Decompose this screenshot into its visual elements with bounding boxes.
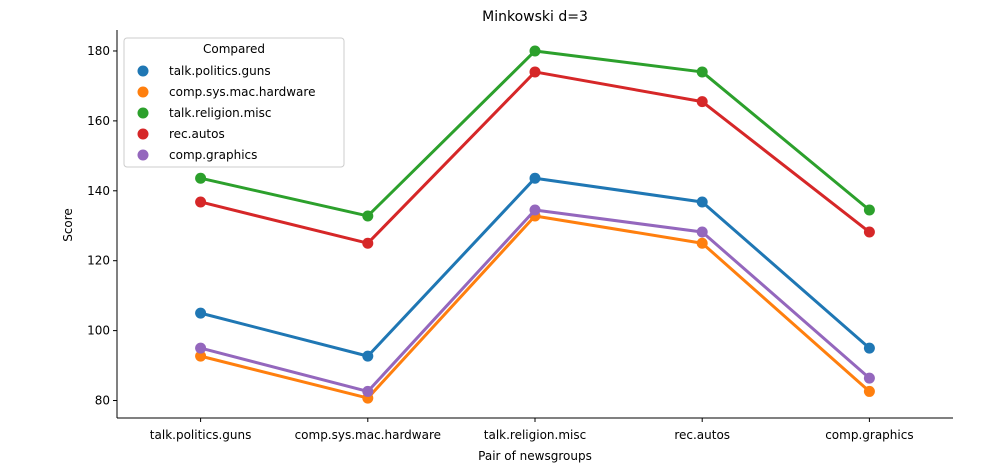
y-tick-label: 100 xyxy=(87,324,110,338)
data-point xyxy=(529,204,541,216)
x-tick-label: comp.graphics xyxy=(825,428,913,442)
legend-marker xyxy=(137,65,149,77)
data-point xyxy=(195,172,207,184)
data-point xyxy=(863,342,875,354)
legend-label: comp.sys.mac.hardware xyxy=(169,85,315,99)
plot-area: 80 100 120 140 160 180 talk.politics.guns comp.… xyxy=(87,30,953,442)
legend-entry: rec.autos xyxy=(137,127,225,141)
y-tick-label: 160 xyxy=(87,114,110,128)
y-tick-label: 140 xyxy=(87,184,110,198)
x-axis-label: Pair of newsgroups xyxy=(478,449,592,463)
data-point xyxy=(863,385,875,397)
y-axis-label: Score xyxy=(61,208,75,242)
data-point xyxy=(195,350,207,362)
legend-entry: talk.religion.misc xyxy=(137,106,271,120)
legend-marker xyxy=(137,128,149,140)
legend-entry: talk.politics.guns xyxy=(137,64,271,78)
data-point xyxy=(362,237,374,249)
data-point xyxy=(362,385,374,397)
data-point xyxy=(863,372,875,384)
x-tick-label: comp.sys.mac.hardware xyxy=(295,428,441,442)
legend-label: talk.politics.guns xyxy=(169,64,271,78)
legend-entry: comp.sys.mac.hardware xyxy=(137,85,315,99)
y-tick-label: 80 xyxy=(95,394,110,408)
data-point xyxy=(696,226,708,238)
data-point xyxy=(696,66,708,78)
data-point xyxy=(195,342,207,354)
y-tick-label: 120 xyxy=(87,254,110,268)
data-point xyxy=(195,307,207,319)
data-point xyxy=(696,196,708,208)
chart-title: Minkowski d=3 xyxy=(482,9,588,25)
legend-marker xyxy=(137,107,149,119)
legend-title: Compared xyxy=(203,42,265,56)
legend-label: comp.graphics xyxy=(169,148,257,162)
x-tick-label: talk.religion.misc xyxy=(484,428,586,442)
data-point xyxy=(696,96,708,108)
y-tick-label: 180 xyxy=(87,44,110,58)
data-point xyxy=(195,196,207,208)
data-point xyxy=(863,204,875,216)
x-tick-label: talk.politics.guns xyxy=(150,428,252,442)
data-point xyxy=(529,66,541,78)
legend-entry: comp.graphics xyxy=(137,148,257,162)
data-point xyxy=(529,172,541,184)
legend-label: talk.religion.misc xyxy=(169,106,271,120)
data-point xyxy=(362,210,374,222)
data-point xyxy=(696,237,708,249)
series-line-1 xyxy=(200,214,871,400)
legend-marker xyxy=(137,149,149,161)
legend: Compared talk.politics.guns comp.sys.mac.h… xyxy=(123,37,345,168)
data-point xyxy=(863,226,875,238)
legend-label: rec.autos xyxy=(169,127,225,141)
data-point xyxy=(362,350,374,362)
data-point xyxy=(529,45,541,57)
x-tick-label: rec.autos xyxy=(674,428,730,442)
legend-box xyxy=(123,37,345,168)
legend-marker xyxy=(137,86,149,98)
